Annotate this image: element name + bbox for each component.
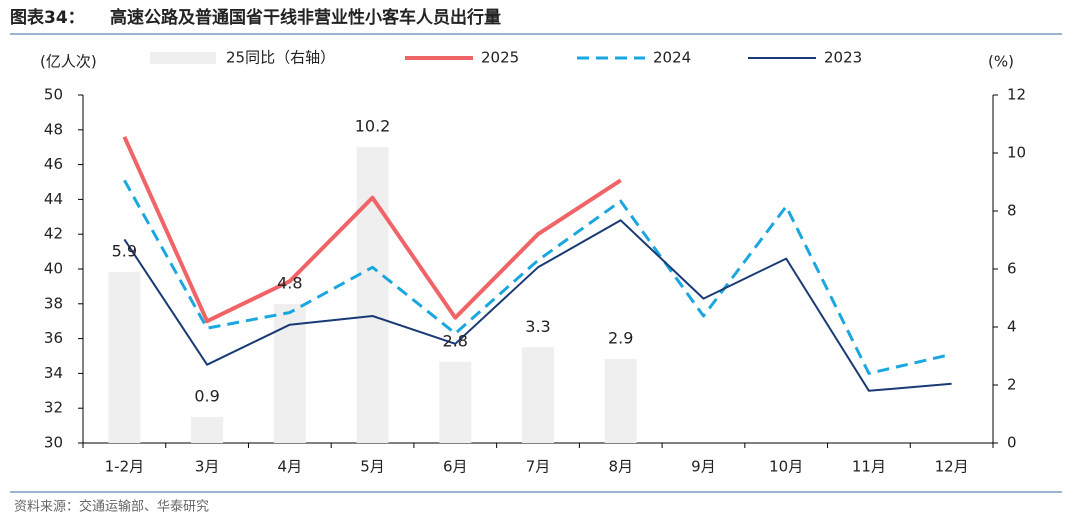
data-label: 10.2	[355, 117, 391, 136]
bar	[522, 347, 554, 443]
x-tick-label: 7月	[526, 458, 551, 476]
data-label: 4.8	[277, 273, 302, 292]
data-label: 0.9	[194, 386, 219, 405]
chart-label: 图表34：	[10, 7, 85, 28]
y-tick-label: 44	[44, 190, 63, 208]
y-tick-label: 38	[44, 294, 63, 312]
bar	[191, 416, 224, 443]
legend-swatch	[150, 52, 216, 64]
y-tick-label: 46	[44, 155, 63, 173]
data-label: 2.8	[443, 331, 468, 350]
source: 资料来源：交通运输部、华泰研究	[14, 499, 209, 515]
y2-tick-label: 6	[1007, 260, 1017, 278]
bar	[273, 303, 306, 443]
y2-axis-label: (%)	[988, 53, 1014, 71]
chart-title: 高速公路及普通国省干线非营业性小客车人员出行量	[110, 7, 501, 28]
data-label: 3.3	[525, 317, 550, 336]
x-tick-label: 5月	[360, 458, 385, 476]
data-label: 2.9	[608, 328, 633, 347]
y2-tick-label: 4	[1007, 318, 1017, 336]
y2-tick-label: 2	[1007, 376, 1017, 394]
x-tick-label: 8月	[608, 458, 633, 476]
x-tick-label: 4月	[278, 458, 303, 476]
legend-label: 2023	[824, 49, 862, 67]
y-tick-label: 32	[44, 399, 63, 417]
x-tick-label: 9月	[691, 458, 716, 476]
y2-tick-label: 0	[1007, 434, 1017, 452]
y-tick-label: 48	[44, 120, 63, 138]
x-tick-label: 11月	[852, 458, 886, 476]
y2-tick-label: 10	[1007, 144, 1026, 162]
data-label: 5.9	[112, 241, 137, 260]
y2-tick-label: 8	[1007, 202, 1017, 220]
y-tick-label: 42	[44, 225, 63, 243]
line-2023	[123, 219, 952, 392]
x-tick-label: 3月	[195, 458, 220, 476]
x-tick-label: 6月	[443, 458, 468, 476]
x-tick-label: 10月	[769, 458, 803, 476]
y-tick-label: 40	[44, 260, 63, 278]
legend-label: 25同比（右轴）	[226, 49, 335, 67]
bar	[439, 361, 472, 443]
y-tick-label: 30	[44, 434, 63, 452]
line-2025	[122, 135, 622, 324]
x-tick-label: 1-2月	[105, 458, 145, 476]
legend-label: 2024	[653, 49, 691, 67]
y-tick-label: 50	[44, 86, 63, 104]
y-tick-label: 36	[44, 329, 63, 347]
y-tick-label: 34	[44, 364, 63, 382]
y2-tick-label: 12	[1007, 86, 1026, 104]
legend-label: 2025	[481, 49, 519, 67]
bar	[356, 147, 389, 443]
bar	[108, 271, 141, 443]
bar	[604, 358, 637, 443]
x-tick-label: 12月	[935, 458, 969, 476]
y-axis-label: (亿人次)	[40, 53, 97, 71]
